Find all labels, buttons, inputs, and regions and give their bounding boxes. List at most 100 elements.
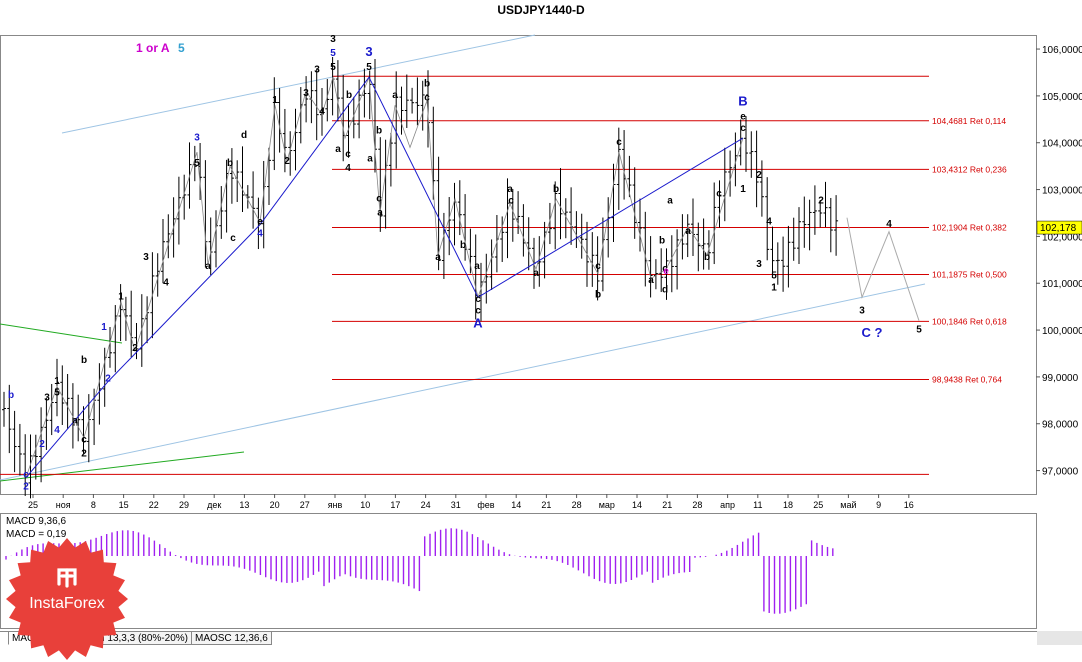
wave-label: c: [345, 149, 351, 160]
wave-label: 1: [101, 322, 107, 333]
wave-label: c: [508, 196, 514, 207]
wave-label: b: [346, 90, 352, 101]
wave-label: 3: [756, 259, 762, 270]
logo-text: InstaForex: [29, 595, 105, 612]
x-tick-label: фев: [477, 500, 494, 510]
tab-scroll-area: [1037, 631, 1082, 645]
wave-label: d: [241, 130, 247, 141]
wave-label: b: [376, 125, 382, 136]
x-tick-label: 14: [632, 500, 642, 510]
x-tick-label: 11: [753, 500, 762, 510]
wave-label: e: [740, 111, 746, 122]
y-tick-label: 103,0000: [1042, 186, 1082, 197]
x-tick-label: 10: [360, 500, 370, 510]
x-tick-label: 21: [662, 500, 672, 510]
wave-label: c: [716, 189, 722, 200]
x-tick-label: мар: [599, 500, 615, 510]
wave-label: c: [475, 294, 481, 305]
macd-label: MACD 9,36,6: [6, 516, 66, 527]
x-tick-label: дек: [207, 500, 221, 510]
wave-label: 2: [818, 196, 824, 207]
wave-label: 5: [771, 271, 777, 282]
x-tick-label: 22: [149, 500, 159, 510]
wave-label: 3: [44, 392, 50, 403]
x-tick-label: янв: [328, 500, 343, 510]
wave-label: 2: [105, 374, 111, 385]
y-tick-label: 97,0000: [1042, 467, 1079, 478]
price-pane: [0, 35, 1037, 495]
wave-label: B: [738, 93, 747, 108]
wave-label: C ?: [862, 325, 883, 340]
wave-label: 5: [366, 62, 372, 73]
x-tick-label: 25: [28, 500, 38, 510]
wave-label: b: [704, 252, 710, 263]
current-price-label: 102,178: [1040, 223, 1077, 234]
wave-label: b: [659, 235, 665, 246]
wave-label: 3: [194, 132, 200, 143]
channel-lower-line: [0, 283, 926, 481]
macd-value-label: MACD = 0,19: [6, 529, 67, 540]
wave-label: 4: [163, 278, 169, 289]
wave-label: 5: [330, 48, 336, 59]
instaforex-logo: InstaForex: [6, 538, 128, 660]
wave-path-major: [25, 76, 744, 478]
macd-pane: [0, 513, 1037, 629]
current-price-box: [1036, 220, 1082, 235]
x-tick-label: 17: [390, 500, 400, 510]
x-tick-label: 18: [783, 500, 793, 510]
wave-label: a: [648, 275, 654, 286]
wave-label: a: [533, 268, 539, 279]
wave-label: c: [740, 123, 746, 134]
wave-label: 5: [330, 62, 336, 73]
x-tick-label: 25: [813, 500, 823, 510]
wave-label: 2: [756, 170, 762, 181]
wave-label: 4: [345, 163, 351, 174]
chart-title: USDJPY1440-D: [497, 3, 585, 17]
fib-level-label: 103,4312 Ret 0,236: [932, 164, 1007, 174]
wave-label: c: [376, 193, 382, 204]
wave-label: 4: [257, 228, 263, 239]
x-tick-label: 31: [451, 500, 461, 510]
wave-label: 1: [771, 282, 777, 293]
wave-label: b: [227, 158, 233, 169]
wave-label: a: [392, 90, 398, 101]
wave-label: 3: [314, 64, 320, 75]
wave-label: a: [507, 184, 513, 195]
tab-maosc[interactable]: MAOSC 12,36,6: [190, 631, 272, 645]
wave-label: 2: [132, 343, 138, 354]
x-tick-label: ноя: [56, 500, 71, 510]
x-tick-label: 27: [300, 500, 310, 510]
y-tick-label: 106,0000: [1042, 45, 1082, 56]
wave-label: 1: [272, 95, 278, 106]
wave-label: c: [616, 137, 622, 148]
wave-label: c: [81, 434, 87, 445]
x-tick-label: май: [840, 500, 856, 510]
y-tick-label: 99,0000: [1042, 373, 1079, 384]
wave-label: 3: [365, 44, 372, 59]
wave-label: 2: [39, 439, 45, 450]
wave-label: e: [257, 217, 263, 228]
wave-label: 4: [54, 425, 60, 436]
wave-label: c: [230, 233, 236, 244]
wave-label: a: [335, 144, 341, 155]
x-tick-label: 8: [91, 500, 96, 510]
wave-label: 3: [143, 252, 149, 263]
x-tick-label: 29: [179, 500, 189, 510]
wave-label: 1: [118, 292, 124, 303]
wave-label: e: [663, 266, 669, 277]
wave-label: 4: [886, 219, 892, 230]
wave-label: b: [553, 184, 559, 195]
wave-label: b: [81, 355, 87, 366]
wave-label: a: [435, 252, 441, 263]
wave-label: 3: [303, 88, 309, 99]
x-tick-label: 20: [270, 500, 280, 510]
wave-label: b: [595, 289, 601, 300]
wave-label: b: [8, 390, 14, 401]
wave-label: a: [685, 226, 691, 237]
y-tick-label: 100,0000: [1042, 326, 1082, 337]
wave-label: 2: [23, 481, 29, 492]
wave-label: A: [473, 316, 483, 331]
wave-label: b: [460, 240, 466, 251]
wave-label: 2: [284, 156, 290, 167]
